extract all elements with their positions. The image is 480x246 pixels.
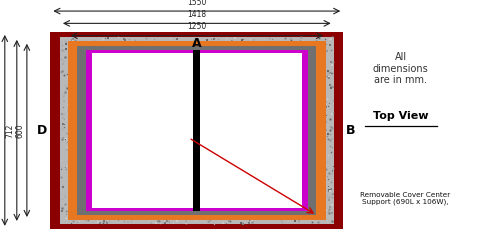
Text: D: D <box>37 124 48 137</box>
Text: 1250: 1250 <box>187 22 206 31</box>
Bar <box>77 46 316 215</box>
Text: 1550: 1550 <box>187 0 206 7</box>
Text: 712: 712 <box>5 123 14 138</box>
Bar <box>68 41 326 220</box>
Bar <box>50 32 343 229</box>
Bar <box>92 53 302 208</box>
Text: All
dimensions
are in mm.: All dimensions are in mm. <box>373 52 429 85</box>
Text: Top View: Top View <box>373 111 429 121</box>
Bar <box>60 37 334 224</box>
Text: Removable Cover Center
Support (690L x 106W),: Removable Cover Center Support (690L x 1… <box>360 192 451 205</box>
Text: 600: 600 <box>15 123 24 138</box>
Bar <box>86 50 308 211</box>
Text: 1418: 1418 <box>187 10 206 19</box>
Text: 900: 900 <box>0 123 2 138</box>
Text: B: B <box>346 124 355 137</box>
Text: A: A <box>192 37 202 49</box>
Bar <box>193 50 200 211</box>
